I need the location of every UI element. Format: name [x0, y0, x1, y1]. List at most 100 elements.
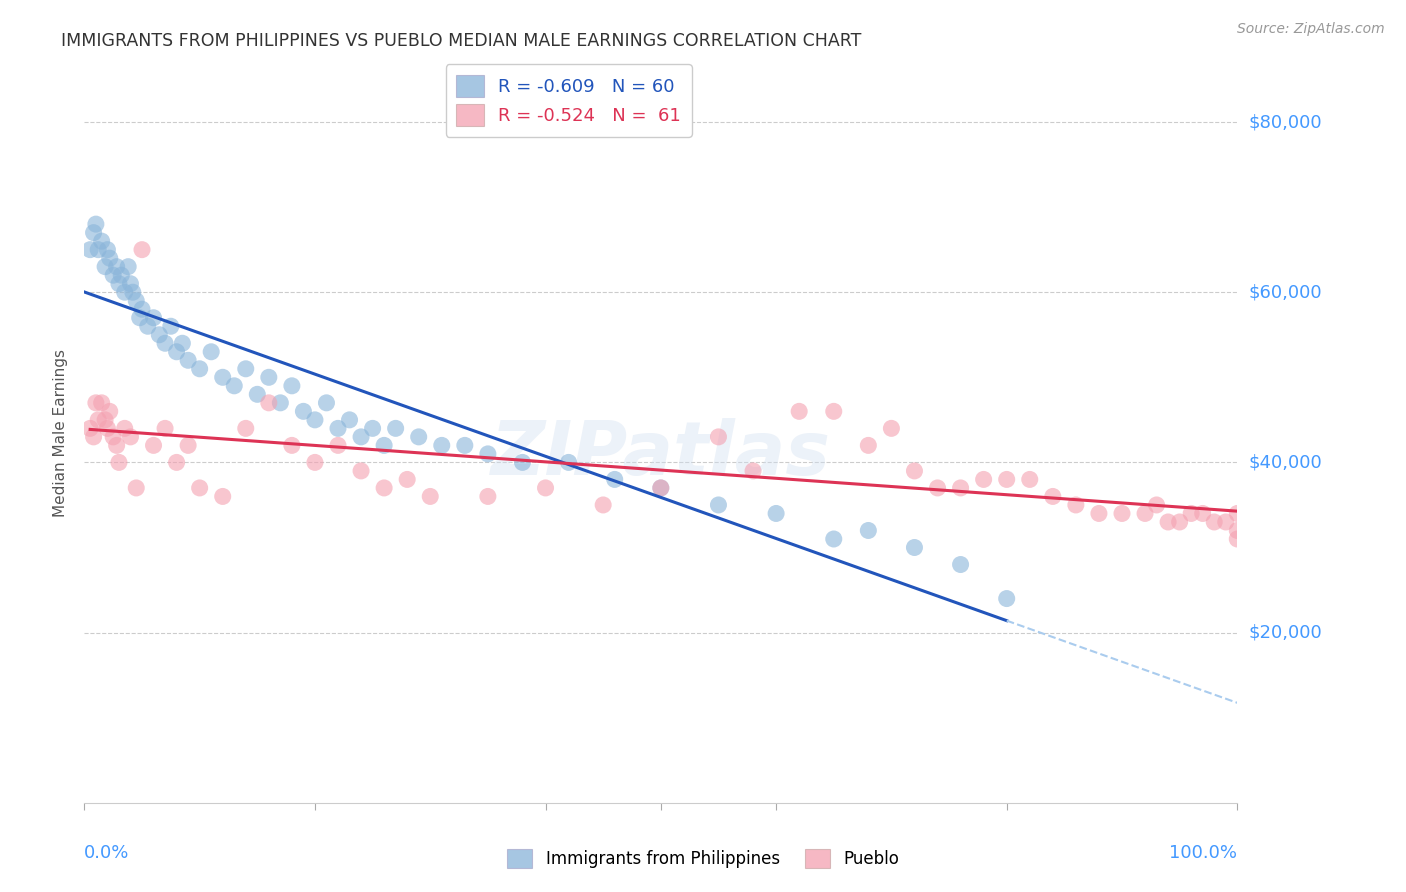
Point	[84, 217, 107, 231]
Point	[105, 438, 128, 452]
Point	[742, 464, 765, 478]
Point	[90, 396, 112, 410]
Point	[477, 490, 499, 504]
Point	[304, 455, 326, 469]
Point	[326, 421, 349, 435]
Point	[281, 438, 304, 452]
Point	[903, 541, 925, 555]
Point	[995, 472, 1018, 486]
Point	[94, 413, 117, 427]
Point	[153, 336, 176, 351]
Point	[927, 481, 949, 495]
Point	[103, 268, 124, 283]
Point	[269, 396, 291, 410]
Y-axis label: Median Male Earnings: Median Male Earnings	[53, 349, 69, 516]
Point	[125, 481, 148, 495]
Point	[87, 243, 110, 257]
Point	[1180, 507, 1202, 521]
Point	[1168, 515, 1191, 529]
Point	[430, 438, 453, 452]
Point	[1157, 515, 1180, 529]
Point	[1018, 472, 1040, 486]
Point	[96, 421, 118, 435]
Point	[650, 481, 672, 495]
Point	[858, 438, 880, 452]
Point	[211, 490, 233, 504]
Point	[292, 404, 315, 418]
Text: ZIPatlas: ZIPatlas	[491, 418, 831, 491]
Point	[1226, 507, 1249, 521]
Point	[384, 421, 406, 435]
Point	[326, 438, 349, 452]
Point	[105, 260, 128, 274]
Point	[1204, 515, 1226, 529]
Point	[153, 421, 176, 435]
Text: Source: ZipAtlas.com: Source: ZipAtlas.com	[1237, 22, 1385, 37]
Point	[103, 430, 124, 444]
Point	[257, 396, 280, 410]
Point	[121, 285, 143, 300]
Point	[1133, 507, 1156, 521]
Point	[1088, 507, 1111, 521]
Point	[83, 226, 105, 240]
Point	[125, 293, 148, 308]
Point	[477, 447, 499, 461]
Point	[1111, 507, 1133, 521]
Text: $40,000: $40,000	[1249, 453, 1322, 471]
Point	[148, 327, 170, 342]
Text: $60,000: $60,000	[1249, 283, 1322, 301]
Point	[200, 344, 222, 359]
Point	[128, 310, 150, 325]
Text: $80,000: $80,000	[1249, 113, 1322, 131]
Point	[96, 243, 118, 257]
Point	[350, 464, 373, 478]
Point	[120, 277, 142, 291]
Legend: Immigrants from Philippines, Pueblo: Immigrants from Philippines, Pueblo	[501, 842, 905, 875]
Text: IMMIGRANTS FROM PHILIPPINES VS PUEBLO MEDIAN MALE EARNINGS CORRELATION CHART: IMMIGRANTS FROM PHILIPPINES VS PUEBLO ME…	[62, 32, 862, 50]
Point	[235, 361, 257, 376]
Point	[160, 319, 183, 334]
Point	[823, 532, 845, 546]
Point	[224, 379, 246, 393]
Point	[131, 302, 153, 317]
Point	[880, 421, 903, 435]
Point	[650, 481, 672, 495]
Point	[592, 498, 614, 512]
Point	[117, 260, 139, 274]
Point	[142, 310, 165, 325]
Point	[1191, 507, 1213, 521]
Point	[396, 472, 419, 486]
Point	[557, 455, 579, 469]
Point	[79, 243, 101, 257]
Point	[1226, 524, 1249, 538]
Point	[87, 413, 110, 427]
Point	[512, 455, 534, 469]
Point	[98, 251, 121, 265]
Text: $20,000: $20,000	[1249, 624, 1322, 641]
Point	[172, 336, 194, 351]
Point	[142, 438, 165, 452]
Point	[858, 524, 880, 538]
Point	[281, 379, 304, 393]
Point	[973, 472, 995, 486]
Point	[350, 430, 373, 444]
Point	[903, 464, 925, 478]
Point	[1215, 515, 1237, 529]
Point	[1042, 490, 1064, 504]
Point	[419, 490, 441, 504]
Point	[235, 421, 257, 435]
Point	[823, 404, 845, 418]
Point	[166, 455, 188, 469]
Point	[108, 455, 131, 469]
Point	[84, 396, 107, 410]
Point	[765, 507, 787, 521]
Point	[211, 370, 233, 384]
Point	[373, 438, 395, 452]
Point	[408, 430, 430, 444]
Point	[707, 498, 730, 512]
Point	[177, 438, 200, 452]
Point	[257, 370, 280, 384]
Point	[246, 387, 269, 401]
Point	[707, 430, 730, 444]
Point	[315, 396, 337, 410]
